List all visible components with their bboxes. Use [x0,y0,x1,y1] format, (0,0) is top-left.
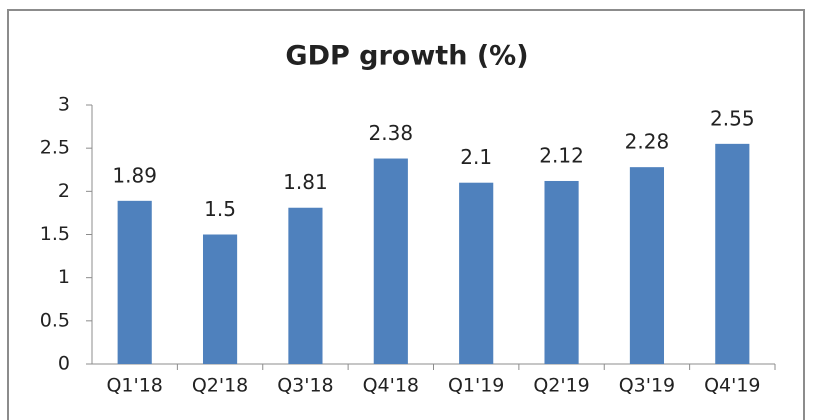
x-tick-label: Q1'19 [448,375,504,397]
y-tick-label: 2.5 [40,137,70,159]
value-label: 2.12 [539,143,584,167]
chart-title: GDP growth (%) [285,41,528,72]
x-tick-label: Q2'18 [192,375,248,397]
y-tick-label: 2 [58,180,70,202]
value-label: 1.5 [204,197,236,221]
bar [288,207,323,364]
bar [715,143,750,364]
value-label: 1.81 [283,170,328,194]
x-tick-label: Q3'18 [277,375,333,397]
bar [117,200,152,364]
y-tick-label: 0.5 [40,309,70,331]
value-label: 2.1 [460,145,492,169]
bar [459,182,494,364]
x-tick-label: Q2'19 [533,375,589,397]
value-label: 2.28 [625,130,670,154]
value-label: 2.55 [710,106,755,130]
y-tick-label: 0 [58,353,70,375]
bar [202,234,238,364]
x-tick-label: Q4'18 [363,375,419,397]
y-tick-label: 1 [58,266,70,288]
bar [544,180,579,364]
bar [629,167,665,364]
x-tick-label: Q4'19 [704,375,760,397]
value-label: 2.38 [369,121,414,145]
y-tick-label: 3 [58,94,70,116]
x-tick-label: Q3'19 [619,375,675,397]
value-label: 1.89 [112,163,157,187]
bar [373,158,408,364]
y-tick-label: 1.5 [40,223,70,245]
x-tick-label: Q1'18 [106,375,162,397]
